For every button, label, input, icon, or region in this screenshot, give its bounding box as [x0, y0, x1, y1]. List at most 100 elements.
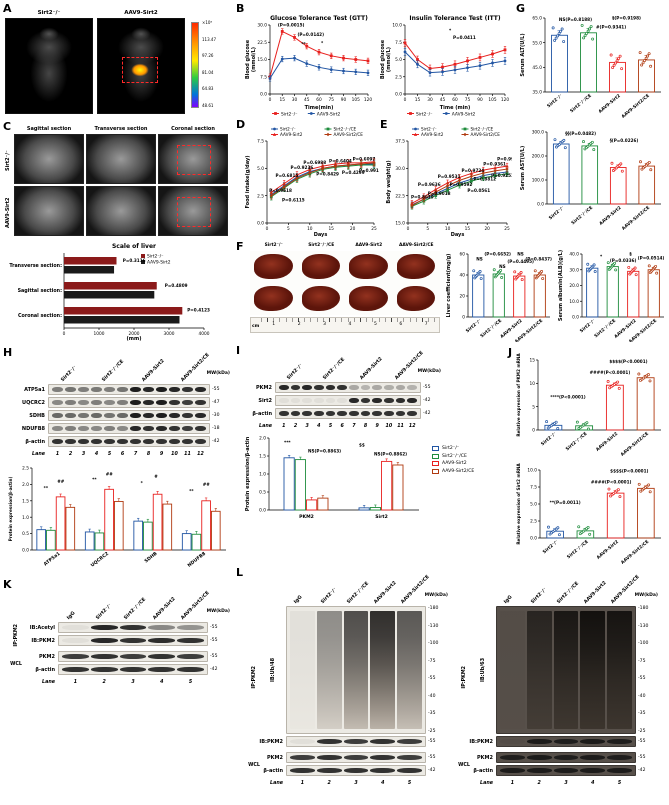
blot-band-strip [58, 622, 208, 633]
svg-text:Relative expression of PKM2 mR: Relative expression of PKM2 mRNA [516, 353, 521, 437]
blot-lane [148, 667, 176, 672]
fluorescence-image-sirt2ko [5, 18, 93, 114]
ruler-numbers: 1 2 3 4 5 6 7 [261, 322, 439, 327]
svg-text:Sirt2⁻/⁻: Sirt2⁻/⁻ [281, 112, 298, 118]
svg-text:P=0.0561: P=0.0561 [467, 188, 490, 193]
blot-lane [580, 755, 606, 760]
svg-text:AAV9-Sirt2: AAV9-Sirt2 [595, 431, 619, 453]
mw-marker: -55 [210, 638, 218, 643]
svg-text:7.5: 7.5 [530, 485, 537, 491]
list-item: 6 [399, 322, 403, 327]
mri-coronal-sirt2ko [158, 134, 228, 184]
svg-text:Blood glucose: Blood glucose [245, 39, 251, 79]
svg-text:Serum AST(U/L): Serum AST(U/L) [520, 146, 526, 191]
blot-band-strip [48, 384, 210, 395]
blot-row-label: β-actin [35, 666, 55, 673]
mw-marker: -55 [210, 625, 218, 630]
blot-lane [148, 638, 176, 643]
svg-text:37.5: 37.5 [395, 139, 405, 145]
svg-text:20: 20 [350, 226, 356, 232]
svg-text:*: * [449, 28, 452, 33]
svg-text:§(P=0.9198): §(P=0.9198) [612, 15, 641, 20]
blot-lane [316, 755, 342, 760]
list-item: AAV9-Sirt2 [355, 243, 383, 248]
blot-lane [177, 638, 204, 643]
blot-row-label: IB:PKM2 [31, 637, 55, 644]
list-item: ×10⁸ [202, 20, 213, 25]
list-item: AAV9-Sirt2/CE [398, 243, 434, 248]
blot-row-label: β-actin [25, 438, 45, 445]
body-weight-chart: Body weight(g) Days 15.0 22.5 30.0 37.5 0 5 10 15… [384, 124, 520, 239]
color-scale-ticks: ×10⁸ 113.47 97.26 81.04 64.83 48.61 [202, 20, 216, 108]
svg-text:0.0: 0.0 [537, 202, 544, 208]
blot-lane [397, 610, 422, 730]
itt-chart: Insulin Tolerance Test (ITT) Blood glucos… [378, 12, 510, 118]
liver-lobe [396, 286, 435, 311]
chart-svg: Liver coefficient(mg/g)0204060Sirt2⁻/⁻Si… [446, 251, 552, 345]
blot-lane [553, 768, 579, 773]
blot-lane [169, 413, 180, 418]
svg-text:0.0: 0.0 [260, 92, 267, 98]
svg-text:Liver coefficient(mg/g): Liver coefficient(mg/g) [446, 254, 452, 318]
blot-row-label: IB:Acetyl [29, 624, 55, 631]
blot-lane [316, 739, 342, 744]
blot-lane [90, 654, 118, 659]
blot-lane [314, 411, 324, 416]
blot-lane [130, 426, 141, 431]
ruler-ticks [261, 318, 439, 322]
blot-lane [169, 387, 180, 392]
svg-text:####(P<0.0001): ####(P<0.0001) [591, 480, 632, 485]
blot-lane [52, 387, 63, 392]
svg-text:200.0: 200.0 [532, 154, 545, 160]
blot-lane [130, 413, 141, 418]
liver-lobe [396, 254, 435, 279]
blot-lane [370, 755, 396, 760]
blot-lane [395, 385, 406, 390]
blot-lane [397, 755, 422, 760]
svg-text:(P=0.0514): (P=0.0514) [638, 256, 665, 261]
blot-lane [343, 610, 369, 730]
svg-text:Sirt2⁻/⁻: Sirt2⁻/⁻ [542, 539, 560, 556]
list-item: Sirt2⁻/⁻ [264, 243, 283, 248]
svg-text:7.5: 7.5 [257, 139, 264, 145]
chart-svg: Relative expression of Sirt2 mRNA 0.0 2.5 5… [516, 463, 661, 566]
svg-text:AAV9-Sirt2/CE: AAV9-Sirt2/CE [620, 93, 650, 118]
svg-text:AAV9-Sirt2/CE: AAV9-Sirt2/CE [471, 132, 501, 137]
svg-text:Time (min): Time (min) [440, 105, 471, 111]
mw-marker: -55 [210, 654, 218, 659]
list-item: 4 [348, 322, 352, 327]
svg-text:PKM2: PKM2 [299, 514, 314, 520]
blot-lane [526, 768, 552, 773]
svg-text:0.5: 0.5 [259, 490, 266, 496]
blot-lane [384, 411, 394, 416]
svg-text:15: 15 [530, 358, 536, 364]
chart-svg: Insulin Tolerance Test (ITT) Blood glucos… [380, 15, 509, 118]
panel-label-l: L [236, 566, 244, 579]
blot-lane [78, 426, 89, 431]
chart-svg: Food intake(g/day) Days 0.0 2.5 5.0 7.5 0 5 10 15… [245, 127, 382, 239]
blot-lane [65, 400, 76, 405]
blot-lane [182, 400, 193, 405]
list-item: Sagittal section [26, 126, 72, 132]
svg-text:0: 0 [63, 331, 66, 337]
svg-text:0: 0 [266, 226, 269, 232]
panel-label-h: H [3, 346, 13, 359]
svg-text:15.0: 15.0 [395, 221, 405, 227]
svg-text:P=0.4123: P=0.4123 [187, 308, 210, 313]
serum-ast-chart: Serum AST(U/L) 0.0 100.0 200.0 300.0 Sirt2⁻/⁻… [518, 122, 666, 232]
svg-text:Time(min): Time(min) [305, 105, 334, 111]
blot-lane [349, 398, 359, 403]
blot-row-label: IB:Ub/63 [480, 657, 486, 683]
svg-text:0: 0 [462, 315, 465, 321]
lane-group-label: Sirt2⁻/⁻/CE [123, 597, 148, 621]
svg-text:Serum albumin(ALB)(g/L): Serum albumin(ALB)(g/L) [558, 250, 564, 321]
svg-text:15.0: 15.0 [257, 57, 267, 63]
svg-text:Transverse section:: Transverse section: [9, 263, 62, 269]
chart-svg: Glucose Tolerance Test (GTT) Blood glucos… [245, 15, 372, 118]
blot-lane [143, 439, 154, 444]
svg-text:Glucose Tolerance Test (GTT): Glucose Tolerance Test (GTT) [270, 15, 368, 22]
pkm2-mrna-chart: Relative expression of PKM2 mRNA 0 5 10 15 Si… [514, 350, 666, 458]
blot-lane [314, 385, 324, 390]
svg-text:P=0.9913: P=0.9913 [359, 168, 379, 173]
svg-text:**(P=0.0011): **(P=0.0011) [550, 500, 581, 505]
